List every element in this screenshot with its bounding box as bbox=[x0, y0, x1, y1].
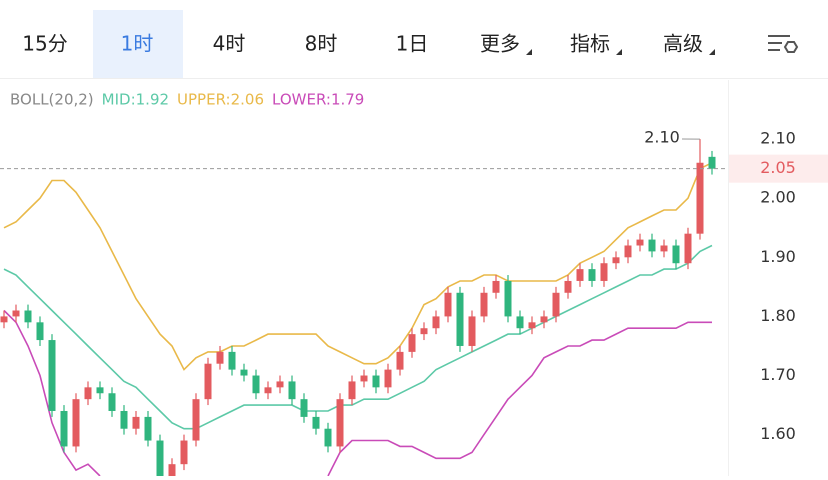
tab[interactable]: 高级 bbox=[663, 32, 703, 56]
indicator-label: UPPER:2.06 bbox=[177, 91, 264, 109]
candle-body bbox=[37, 322, 44, 340]
candle-body bbox=[565, 281, 572, 293]
candle-body bbox=[97, 387, 104, 393]
candle-body bbox=[481, 293, 488, 317]
candle-body bbox=[277, 381, 284, 387]
current-price-label: 2.05 bbox=[760, 158, 796, 177]
candle-body bbox=[133, 417, 140, 429]
candle-body bbox=[445, 293, 452, 317]
candle-body bbox=[577, 269, 584, 281]
y-tick-label: 1.90 bbox=[760, 247, 796, 266]
candle-body bbox=[85, 387, 92, 399]
candle-body bbox=[697, 163, 704, 234]
candle-body bbox=[217, 352, 224, 364]
candle-body bbox=[553, 293, 560, 317]
candle-body bbox=[625, 245, 632, 257]
candle-body bbox=[229, 352, 236, 370]
candle-body bbox=[529, 322, 536, 328]
candle-body bbox=[301, 399, 308, 417]
candle-body bbox=[541, 316, 548, 322]
tab[interactable]: 8时 bbox=[305, 32, 338, 56]
tab[interactable]: 1日 bbox=[396, 32, 429, 56]
y-tick-label: 1.70 bbox=[760, 365, 796, 384]
indicator-label: BOLL(20,2) bbox=[10, 91, 94, 109]
candle-body bbox=[397, 352, 404, 370]
indicator-label: MID:1.92 bbox=[102, 91, 169, 109]
candle-body bbox=[613, 257, 620, 263]
candle-body bbox=[649, 240, 656, 252]
candle-body bbox=[61, 411, 68, 446]
tab[interactable]: 4时 bbox=[213, 32, 246, 56]
tab[interactable]: 1时 bbox=[121, 32, 154, 56]
tab[interactable]: 指标 bbox=[570, 32, 610, 56]
candle-body bbox=[145, 417, 152, 441]
candle-body bbox=[409, 334, 416, 352]
y-tick-label: 2.10 bbox=[760, 129, 796, 148]
candle-body bbox=[601, 263, 608, 281]
candle-body bbox=[469, 316, 476, 346]
candle-body bbox=[493, 281, 500, 293]
max-label: 2.10 bbox=[644, 128, 680, 147]
candle-body bbox=[421, 328, 428, 334]
candle-body bbox=[361, 376, 368, 382]
indicator-label: LOWER:1.79 bbox=[272, 91, 364, 109]
candle-body bbox=[661, 245, 668, 251]
candle-body bbox=[265, 387, 272, 393]
candle-body bbox=[205, 364, 212, 399]
candle-body bbox=[109, 393, 116, 411]
candle-body bbox=[181, 441, 188, 465]
tab[interactable]: 更多 bbox=[480, 32, 520, 56]
tab[interactable]: 15分 bbox=[22, 32, 67, 56]
candle-body bbox=[673, 245, 680, 263]
candle-body bbox=[433, 316, 440, 328]
candle-body bbox=[637, 240, 644, 246]
candle-body bbox=[349, 381, 356, 399]
candle-body bbox=[73, 399, 80, 446]
candle-body bbox=[385, 370, 392, 388]
candle-body bbox=[517, 316, 524, 328]
candle-body bbox=[313, 417, 320, 429]
candle-body bbox=[685, 234, 692, 264]
candle-body bbox=[13, 311, 20, 317]
candle-body bbox=[193, 399, 200, 440]
candle-body bbox=[505, 281, 512, 316]
y-tick-label: 1.60 bbox=[760, 424, 796, 443]
candle-body bbox=[121, 411, 128, 429]
candle-body bbox=[169, 464, 176, 476]
candle-body bbox=[49, 340, 56, 411]
candle-body bbox=[1, 316, 8, 322]
candle-body bbox=[325, 429, 332, 447]
y-tick-label: 1.80 bbox=[760, 306, 796, 325]
candle-body bbox=[337, 399, 344, 446]
y-tick-label: 2.00 bbox=[760, 188, 796, 207]
candle-body bbox=[241, 370, 248, 376]
candle-body bbox=[373, 376, 380, 388]
candle-body bbox=[289, 381, 296, 399]
candle-body bbox=[25, 311, 32, 323]
candle-body bbox=[157, 441, 164, 476]
candle-body bbox=[589, 269, 596, 281]
candle-body bbox=[253, 376, 260, 394]
candle-body bbox=[709, 157, 716, 169]
candle-body bbox=[457, 293, 464, 346]
